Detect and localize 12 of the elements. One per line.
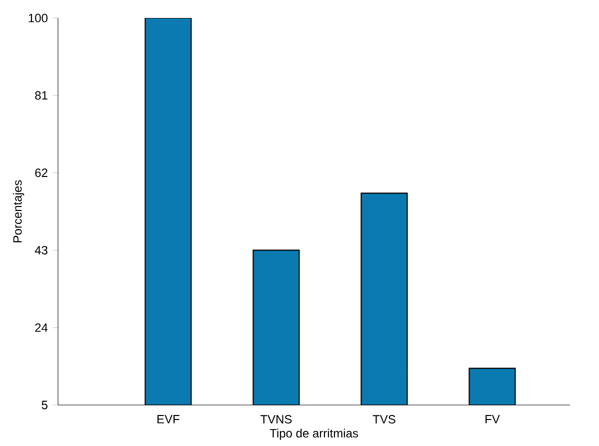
y-tick-label: 43	[34, 246, 48, 254]
y-tick-label: 24	[35, 323, 48, 332]
x-tick-label: EVF	[157, 415, 180, 424]
x-tick-label: TVS	[372, 415, 396, 424]
x-axis-title: Tipo de arritmias	[270, 428, 358, 440]
y-tick-label: 62	[35, 168, 48, 178]
x-tick-label: FV	[486, 415, 500, 424]
y-axis-title: Porcentajes	[12, 180, 24, 242]
y-tick-label: 81	[35, 91, 48, 100]
x-tick-label: TVNS	[260, 415, 292, 424]
y-tick-label: 5	[42, 400, 48, 410]
y-tick-label: 100	[28, 14, 48, 22]
